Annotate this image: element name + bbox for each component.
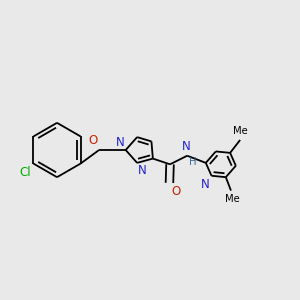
Text: H: H bbox=[189, 157, 196, 167]
Text: O: O bbox=[88, 134, 98, 147]
Text: O: O bbox=[172, 185, 181, 198]
Text: N: N bbox=[201, 178, 210, 191]
Text: Me: Me bbox=[233, 126, 248, 136]
Text: Me: Me bbox=[225, 194, 240, 204]
Text: Cl: Cl bbox=[20, 166, 31, 179]
Text: N: N bbox=[182, 140, 191, 153]
Text: N: N bbox=[138, 164, 146, 177]
Text: N: N bbox=[116, 136, 124, 148]
